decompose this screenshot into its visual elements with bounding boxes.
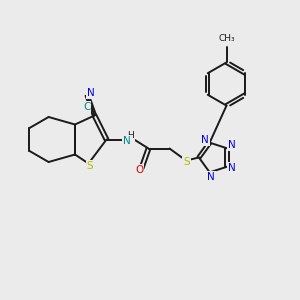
Text: N: N xyxy=(207,172,214,182)
Text: H: H xyxy=(127,131,134,140)
Text: C: C xyxy=(83,102,90,112)
Text: S: S xyxy=(87,161,93,171)
Text: N: N xyxy=(228,163,236,173)
Text: N: N xyxy=(201,135,209,145)
Text: N: N xyxy=(87,88,94,98)
Text: S: S xyxy=(183,157,190,167)
Text: O: O xyxy=(135,165,143,176)
Text: CH₃: CH₃ xyxy=(218,34,235,43)
Text: N: N xyxy=(123,136,131,146)
Text: N: N xyxy=(228,140,236,150)
